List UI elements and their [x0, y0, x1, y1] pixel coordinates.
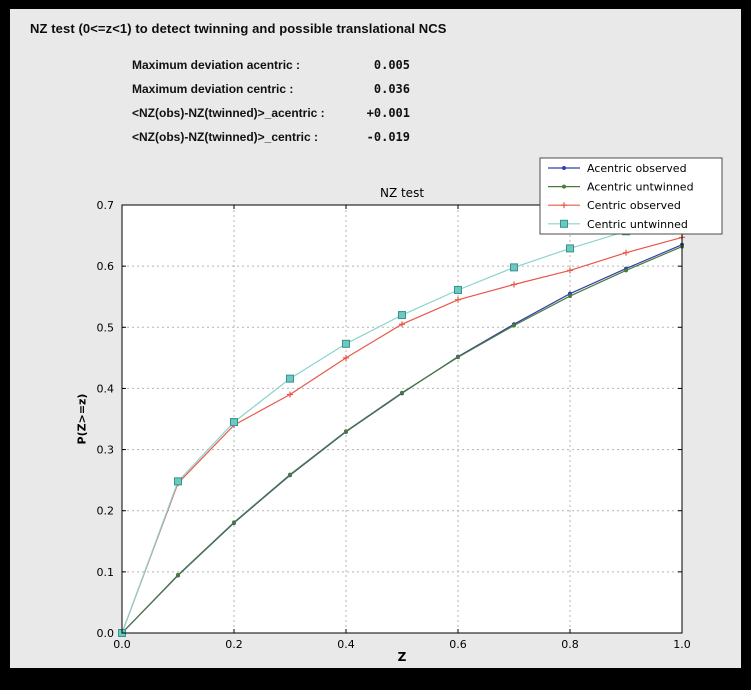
axes-frame	[121, 204, 683, 634]
y-axis-label: P(Z>=z)	[75, 393, 89, 445]
legend-item-acentric-untwinned: Acentric untwinned	[548, 181, 694, 194]
y-tick-label: 0.3	[97, 444, 115, 457]
legend-label: Centric untwinned	[587, 218, 688, 231]
chart-title: NZ test	[379, 186, 425, 200]
legend-box	[539, 157, 723, 235]
stat-label: Maximum deviation centric :	[132, 82, 294, 96]
y-tick-label: 0.7	[97, 199, 115, 212]
stat-row-nz-diff-acentric: <NZ(obs)-NZ(twinned)>_acentric : +0.001	[132, 101, 410, 125]
plot-panel: NZ test (0<=z<1) to detect twinning and …	[10, 9, 741, 668]
x-tick-label: 0.8	[561, 638, 579, 651]
legend-item-centric-observed: Centric observed	[548, 199, 681, 212]
legend-label: Acentric observed	[587, 162, 687, 175]
legend-label: Acentric untwinned	[587, 181, 694, 194]
stat-label: <NZ(obs)-NZ(twinned)>_centric :	[132, 130, 319, 144]
x-tick-label: 0.2	[225, 638, 243, 651]
legend-label: Centric observed	[587, 199, 681, 212]
x-tick-label: 0.6	[449, 638, 467, 651]
x-axis-label: Z	[397, 650, 407, 664]
y-tick-label: 0.0	[97, 627, 115, 640]
y-tick-label: 0.6	[97, 260, 115, 273]
legend: Acentric observed Acentric untwinned Centr…	[539, 157, 723, 235]
page-title: NZ test (0<=z<1) to detect twinning and …	[30, 21, 447, 36]
x-tick-label: 0.4	[337, 638, 355, 651]
stat-row-nz-diff-centric: <NZ(obs)-NZ(twinned)>_centric : -0.019	[132, 125, 410, 149]
stat-value: 0.005	[373, 58, 410, 72]
x-tick-label: 1.0	[673, 638, 691, 651]
plot-area	[122, 205, 682, 633]
axis-ticks: 0.0 0.2 0.4 0.6 0.8 1.0 0.0 0.1 0.2 0.3 0.4 0.5 0.6 0…	[97, 199, 691, 651]
stat-value: +0.001	[366, 106, 410, 120]
stat-value: -0.019	[366, 130, 410, 144]
y-tick-label: 0.2	[97, 505, 115, 518]
stat-row-max-dev-acentric: Maximum deviation acentric : 0.005	[132, 53, 410, 77]
x-tick-label: 0.0	[113, 638, 131, 651]
y-tick-label: 0.1	[97, 566, 115, 579]
stats-block: Maximum deviation acentric : 0.005 Maxim…	[132, 53, 410, 149]
chart-canvas: 0.0 0.2 0.4 0.6 0.8 1.0 0.0 0.1 0.2 0.3 0.4 0.5 0.6 0…	[97, 157, 723, 651]
legend-item-centric-untwinned: Centric untwinned	[548, 218, 688, 231]
y-tick-label: 0.4	[97, 382, 115, 395]
nz-test-chart: 0.0 0.2 0.4 0.6 0.8 1.0 0.0 0.1 0.2 0.3 0.4 0.5 0.6 0…	[10, 157, 741, 668]
y-tick-label: 0.5	[97, 321, 115, 334]
stat-value: 0.036	[373, 82, 410, 96]
stat-label: Maximum deviation acentric :	[132, 58, 301, 72]
stat-row-max-dev-centric: Maximum deviation centric : 0.036	[132, 77, 410, 101]
stat-label: <NZ(obs)-NZ(twinned)>_acentric :	[132, 106, 325, 120]
legend-item-acentric-observed: Acentric observed	[548, 162, 687, 175]
